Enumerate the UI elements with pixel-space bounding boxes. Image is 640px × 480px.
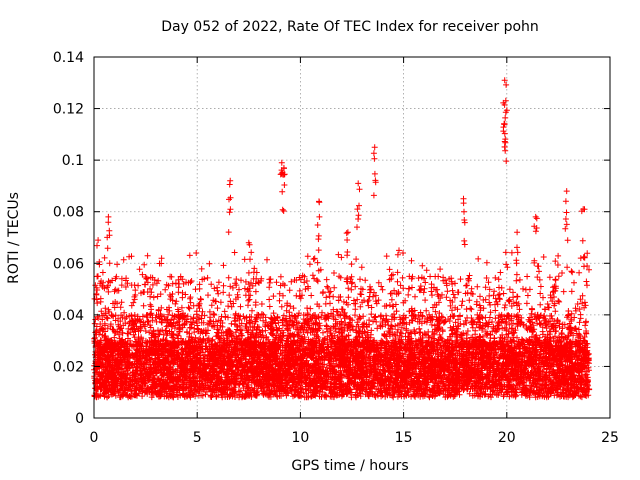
scatter-markers: [91, 77, 593, 401]
x-tick-label: 0: [90, 430, 99, 446]
y-tick-label: 0.06: [53, 256, 84, 272]
x-tick-label: 10: [291, 430, 309, 446]
y-tick-label: 0.08: [53, 205, 84, 221]
y-tick-label: 0.14: [53, 50, 84, 66]
y-tick-label: 0.02: [53, 359, 84, 375]
y-tick-label: 0.1: [62, 153, 84, 169]
x-tick-label: 15: [395, 430, 413, 446]
x-tick-labels: 0 5 10 15 20 25: [90, 430, 619, 446]
plot-frame: [93, 56, 611, 419]
x-tick-label: 25: [601, 430, 619, 446]
y-tick-labels: 0 0.02 0.04 0.06 0.08 0.1 0.12 0.14: [53, 50, 84, 427]
y-tick-label: 0.12: [53, 102, 84, 118]
axis-ticks: [93, 56, 611, 419]
x-tick-label: 5: [193, 430, 202, 446]
chart-title: Day 052 of 2022, Rate Of TEC Index for r…: [161, 19, 539, 35]
y-tick-label: 0: [75, 411, 84, 427]
y-tick-label: 0.04: [53, 308, 84, 324]
x-tick-label: 20: [498, 430, 516, 446]
data-points: [91, 77, 593, 401]
y-axis-label: ROTI / TECUs: [6, 192, 22, 284]
x-axis-label: GPS time / hours: [291, 458, 408, 474]
